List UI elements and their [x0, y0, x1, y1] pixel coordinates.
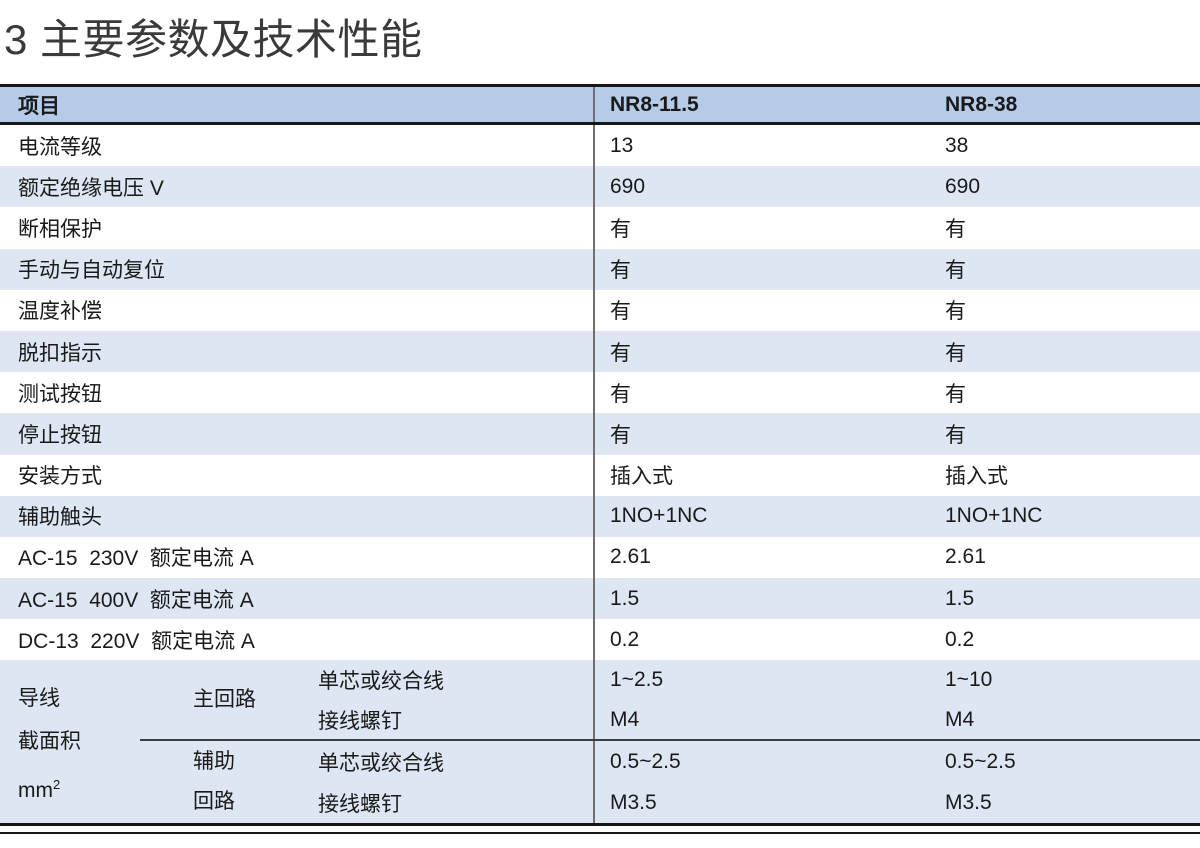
row-value-nr8-38: 插入式 [945, 465, 1008, 489]
row-label: 手动与自动复位 [0, 248, 595, 290]
row-value-nr8-38: 有 [945, 382, 966, 406]
wire-type-label: 单芯或绞合线 [318, 670, 444, 694]
wire-value: M4 [610, 707, 640, 731]
row-value-nr8-38: 有 [945, 341, 966, 365]
wire-unit-superscript: 2 [53, 777, 61, 793]
table-row: 额定绝缘电压 V 690 690 [0, 166, 1200, 208]
wire-value: M3.5 [610, 790, 657, 814]
row-value-nr8-38: 1.5 [945, 586, 975, 610]
row-value-nr8-11-5: 有 [610, 300, 631, 324]
row-value-nr8-38: 有 [945, 300, 966, 324]
table-row: 断相保护有有 [0, 207, 1200, 249]
table-row: 电流等级 13 38 [0, 125, 1200, 167]
circuit-label-line2: 回路 [193, 790, 235, 814]
wire-value: 1~10 [945, 668, 993, 692]
wire-type-labels-auxiliary: 单芯或绞合线 接线螺钉 [318, 741, 595, 824]
row-label: 辅助触头 [0, 495, 595, 537]
wire-value: 0.5~2.5 [610, 749, 681, 773]
row-label: 温度补偿 [0, 289, 595, 331]
wire-type-label: 接线螺钉 [318, 792, 402, 816]
wire-type-label: 单芯或绞合线 [318, 751, 444, 775]
row-label: 额定绝缘电压 V [0, 166, 595, 208]
row-label: DC-13 220V 额定电流 A [0, 619, 595, 661]
row-value-nr8-11-5: 有 [610, 382, 631, 406]
row-label: 测试按钮 [0, 372, 595, 414]
header-cell-item: 项目 [0, 87, 595, 122]
row-label: 断相保护 [0, 207, 595, 249]
row-value-nr8-38: 0.2 [945, 627, 975, 651]
wire-value: M3.5 [945, 790, 992, 814]
table-body: 电流等级 13 38 额定绝缘电压 V 690 690 断相保护有有手动与自动复位有有温度补… [0, 125, 1200, 661]
wire-section-label: 导线 截面积 mm2 [0, 660, 140, 823]
wire-unit-base: mm [18, 779, 53, 803]
table-header-row: 项目 NR8-11.5 NR8-38 [0, 87, 1200, 125]
row-label: AC-15 230V 额定电流 A [0, 536, 595, 579]
header-cell-nr8-11-5: NR8-11.5 [610, 92, 699, 116]
row-label: 安装方式 [0, 454, 595, 496]
wire-value: 0.5~2.5 [945, 749, 1016, 773]
row-value-nr8-11-5: 1NO+1NC [610, 504, 708, 528]
row-label: 停止按钮 [0, 413, 595, 455]
table-row: 手动与自动复位有有 [0, 248, 1200, 290]
table-row: AC-15 400V 额定电流 A 1.5 1.5 [0, 578, 1200, 620]
bottom-rule [0, 832, 1200, 834]
wire-type-labels-main: 单芯或绞合线 接线螺钉 [318, 660, 595, 740]
table-row: 脱扣指示有有 [0, 330, 1200, 373]
row-value-nr8-11-5: 有 [610, 217, 631, 241]
circuit-label-auxiliary: 辅助 回路 [140, 741, 318, 823]
wire-label-line1: 导线 [18, 687, 60, 711]
table-row: 安装方式 插入式 插入式 [0, 454, 1200, 496]
table-row: 辅助触头 1NO+1NC 1NO+1NC [0, 495, 1200, 537]
wire-group-main-circuit: 主回路 单芯或绞合线 接线螺钉 1~2.5 M4 1~10 M4 [140, 660, 1200, 740]
table-row: 停止按钮有有 [0, 413, 1200, 455]
row-value-nr8-38: 1NO+1NC [945, 504, 1043, 528]
wire-label-line2: 截面积 [18, 730, 81, 754]
row-value-nr8-11-5: 13 [610, 133, 634, 157]
row-value-nr8-38: 690 [945, 174, 981, 198]
row-value-nr8-11-5: 1.5 [610, 586, 640, 610]
spec-table: 项目 NR8-11.5 NR8-38 电流等级 13 38 额定绝缘电压 V 690 69… [0, 84, 1200, 827]
table-row: AC-15 230V 额定电流 A 2.61 2.61 [0, 536, 1200, 579]
row-value-nr8-11-5: 插入式 [610, 465, 673, 489]
row-label: 脱扣指示 [0, 330, 595, 373]
row-value-nr8-11-5: 有 [610, 259, 631, 283]
wire-label-unit: mm2 [18, 763, 140, 806]
wire-cross-section-block: 导线 截面积 mm2 主回路 单芯或绞合线 接线螺钉 1~2.5 [0, 660, 1200, 824]
row-value-nr8-11-5: 有 [610, 341, 631, 365]
row-value-nr8-11-5: 690 [610, 174, 646, 198]
table-row: DC-13 220V 额定电流 A 0.2 0.2 [0, 619, 1200, 661]
row-label: AC-15 400V 额定电流 A [0, 578, 595, 620]
row-label: 电流等级 [0, 125, 595, 167]
header-cell-nr8-38: NR8-38 [945, 92, 1018, 116]
wire-value: 1~2.5 [610, 668, 664, 692]
row-value-nr8-11-5: 有 [610, 423, 631, 447]
wire-values-auxiliary-nr8-38: 0.5~2.5 M3.5 [945, 741, 1200, 823]
wire-group-auxiliary-circuit: 辅助 回路 单芯或绞合线 接线螺钉 0.5~2.5 M3.5 0.5~2.5 M… [140, 739, 1200, 824]
table-row: 测试按钮有有 [0, 372, 1200, 414]
row-value-nr8-38: 38 [945, 133, 969, 157]
circuit-label-line1: 主回路 [193, 687, 256, 711]
row-value-nr8-38: 有 [945, 217, 966, 241]
wire-values-main-nr8-38: 1~10 M4 [945, 660, 1200, 739]
wire-values-auxiliary-nr8-11-5: 0.5~2.5 M3.5 [595, 741, 945, 823]
row-value-nr8-38: 有 [945, 423, 966, 447]
circuit-label-main: 主回路 [140, 660, 318, 739]
page-title: 3 主要参数及技术性能 [4, 16, 423, 63]
wire-value: M4 [945, 707, 975, 731]
row-value-nr8-11-5: 0.2 [610, 627, 640, 651]
wire-values-main-nr8-11-5: 1~2.5 M4 [595, 660, 945, 739]
row-value-nr8-38: 有 [945, 259, 966, 283]
wire-groups: 主回路 单芯或绞合线 接线螺钉 1~2.5 M4 1~10 M4 [140, 660, 1200, 824]
wire-type-label: 接线螺钉 [318, 709, 402, 733]
table-row: 温度补偿有有 [0, 289, 1200, 331]
row-value-nr8-38: 2.61 [945, 545, 986, 569]
row-value-nr8-11-5: 2.61 [610, 545, 651, 569]
circuit-label-line1: 辅助 [193, 750, 235, 774]
